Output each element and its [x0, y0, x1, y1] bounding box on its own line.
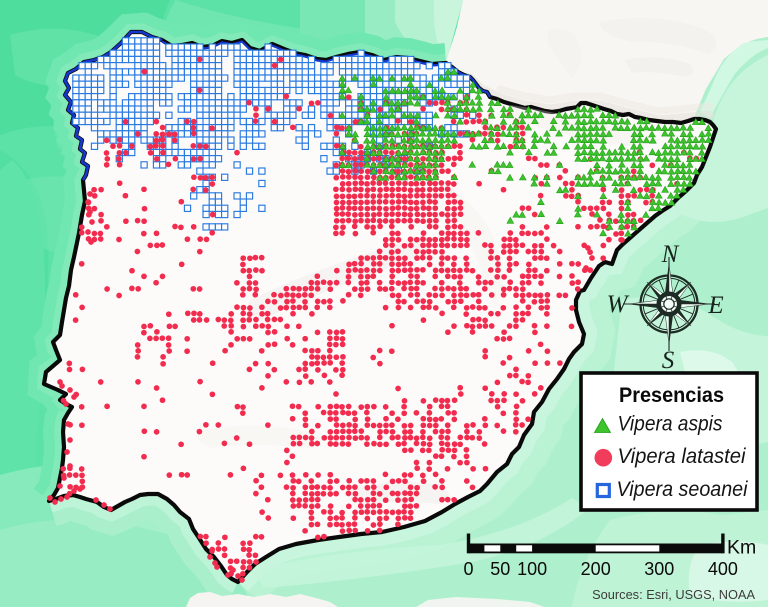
svg-text:W: W: [607, 291, 630, 318]
svg-text:200: 200: [581, 559, 611, 579]
svg-text:Vipera latastei: Vipera latastei: [618, 445, 747, 468]
svg-text:50: 50: [490, 559, 510, 579]
svg-text:100: 100: [517, 559, 547, 579]
svg-text:S: S: [662, 347, 675, 374]
svg-text:Sources: Esri, USGS, NOAA: Sources: Esri, USGS, NOAA: [592, 587, 755, 602]
svg-text:Presencias: Presencias: [619, 383, 724, 407]
svg-text:0: 0: [463, 559, 473, 579]
svg-text:Km: Km: [727, 537, 756, 559]
svg-text:300: 300: [644, 559, 674, 579]
svg-text:Vipera aspis: Vipera aspis: [618, 413, 723, 436]
svg-text:Vipera seoanei: Vipera seoanei: [617, 478, 749, 501]
svg-text:E: E: [707, 292, 723, 319]
svg-text:N: N: [661, 241, 680, 268]
svg-text:400: 400: [708, 559, 738, 579]
